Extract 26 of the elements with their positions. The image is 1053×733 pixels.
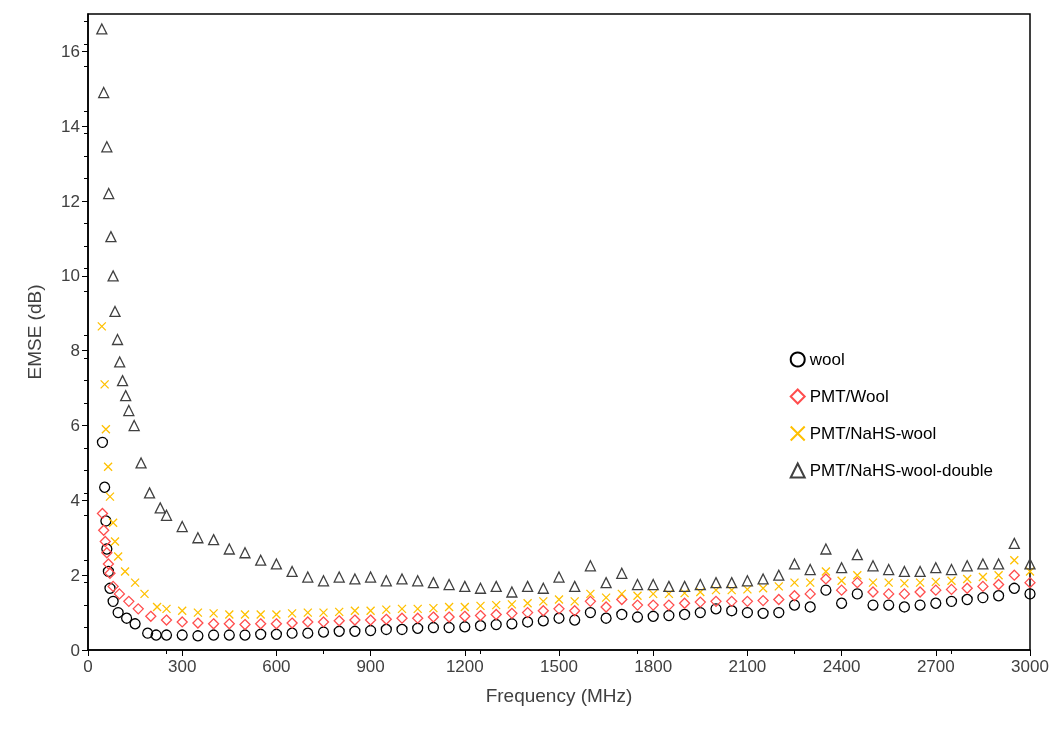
x-tick-label: 2700 [916, 657, 955, 676]
x-tick-label: 1500 [540, 657, 578, 676]
y-tick-label: 14 [61, 116, 80, 136]
y-tick-label: 6 [70, 416, 80, 436]
y-tick-label: 8 [70, 341, 80, 361]
x-tick-label: 2400 [822, 657, 861, 676]
x-tick-label: 2100 [728, 657, 767, 676]
x-tick-label: 0 [83, 657, 93, 676]
y-axis-title: EMSE (dB) [24, 284, 45, 380]
x-axis-title: Frequency (MHz) [485, 685, 633, 706]
y-tick-label: 0 [70, 640, 80, 660]
y-tick-label: 10 [61, 266, 80, 286]
y-tick-label: 12 [61, 191, 80, 211]
y-tick-label: 16 [61, 41, 80, 61]
y-tick-label: 2 [70, 565, 80, 585]
x-tick-label: 300 [168, 657, 197, 676]
legend-label: PMT/Wool [809, 387, 889, 406]
y-tick-label: 4 [70, 490, 80, 510]
legend-label: PMT/NaHS-wool-double [809, 461, 994, 480]
x-tick-label: 900 [356, 657, 385, 676]
legend-label: wool [808, 350, 845, 369]
x-tick-label: 1200 [445, 657, 484, 676]
legend-label: PMT/NaHS-wool [809, 424, 937, 443]
x-tick-label: 1800 [634, 657, 673, 676]
x-tick-label: 3000 [1011, 657, 1049, 676]
x-tick-label: 600 [262, 657, 291, 676]
